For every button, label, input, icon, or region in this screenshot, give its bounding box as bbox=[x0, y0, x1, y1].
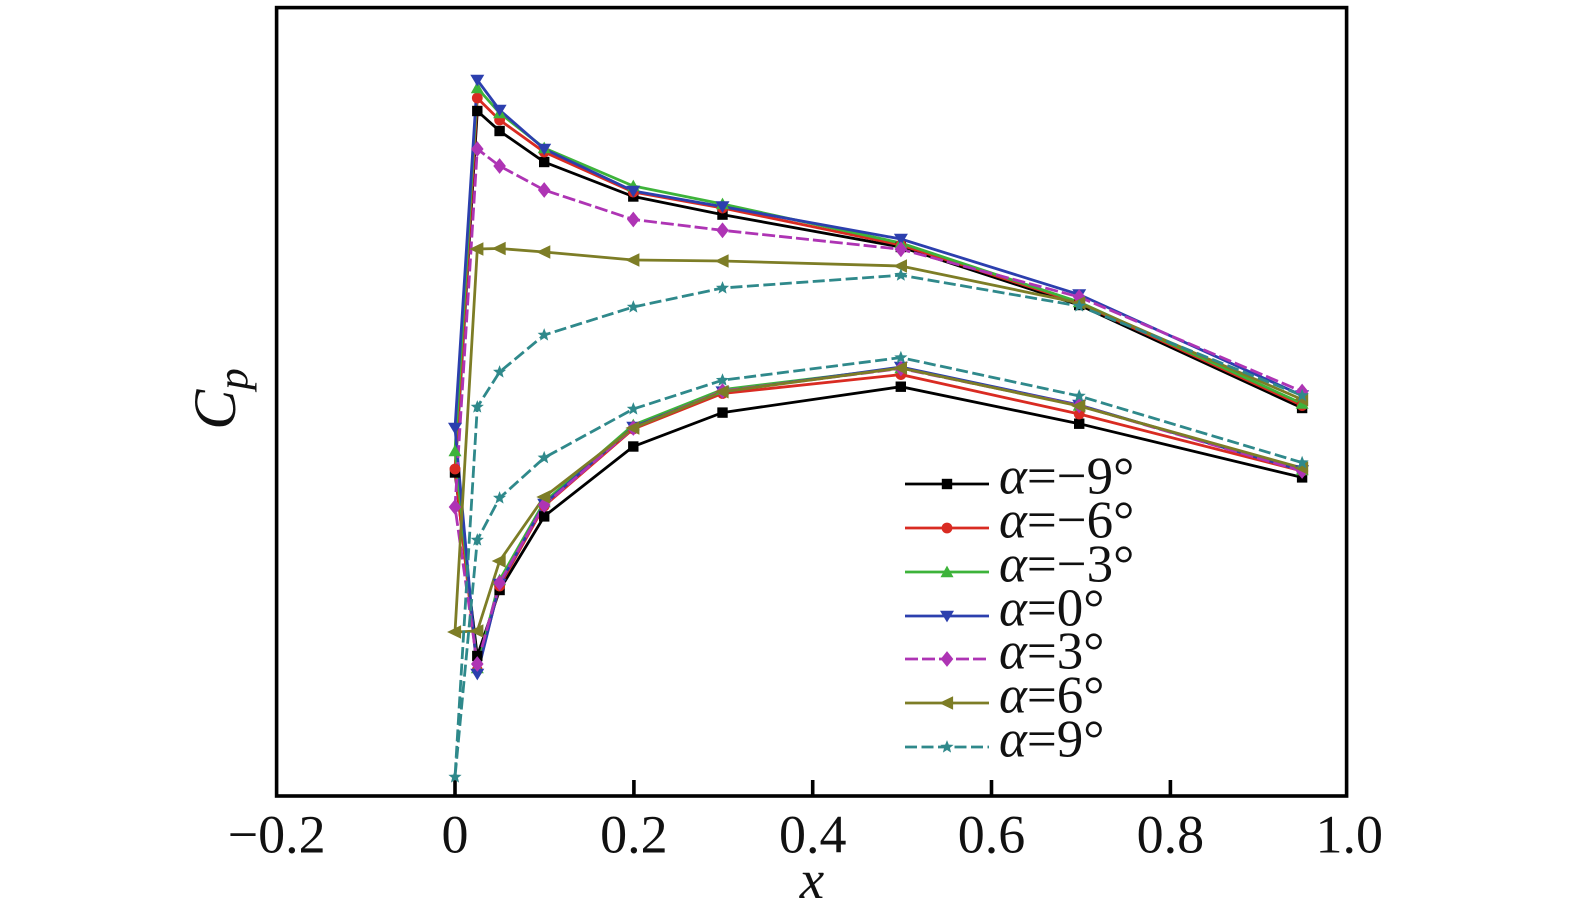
svg-text:1.0: 1.0 bbox=[1315, 805, 1383, 865]
svg-text:0.4: 0.4 bbox=[779, 805, 847, 865]
svg-text:0.2: 0.2 bbox=[600, 805, 668, 865]
svg-text:α=9°: α=9° bbox=[999, 711, 1104, 769]
svg-text:α=0°: α=0° bbox=[999, 580, 1104, 638]
svg-text:x: x bbox=[799, 849, 825, 910]
svg-text:α=−9°: α=−9° bbox=[999, 448, 1134, 506]
svg-text:−0.2: −0.2 bbox=[228, 805, 326, 865]
svg-text:α=−6°: α=−6° bbox=[999, 492, 1134, 550]
svg-text:α=−3°: α=−3° bbox=[999, 536, 1134, 594]
svg-text:0.6: 0.6 bbox=[958, 805, 1026, 865]
svg-text:α=3°: α=3° bbox=[999, 623, 1104, 681]
svg-text:α=6°: α=6° bbox=[999, 667, 1104, 725]
svg-text:Cp: Cp bbox=[182, 368, 257, 430]
svg-text:0: 0 bbox=[442, 805, 469, 865]
svg-text:0.8: 0.8 bbox=[1137, 805, 1205, 865]
